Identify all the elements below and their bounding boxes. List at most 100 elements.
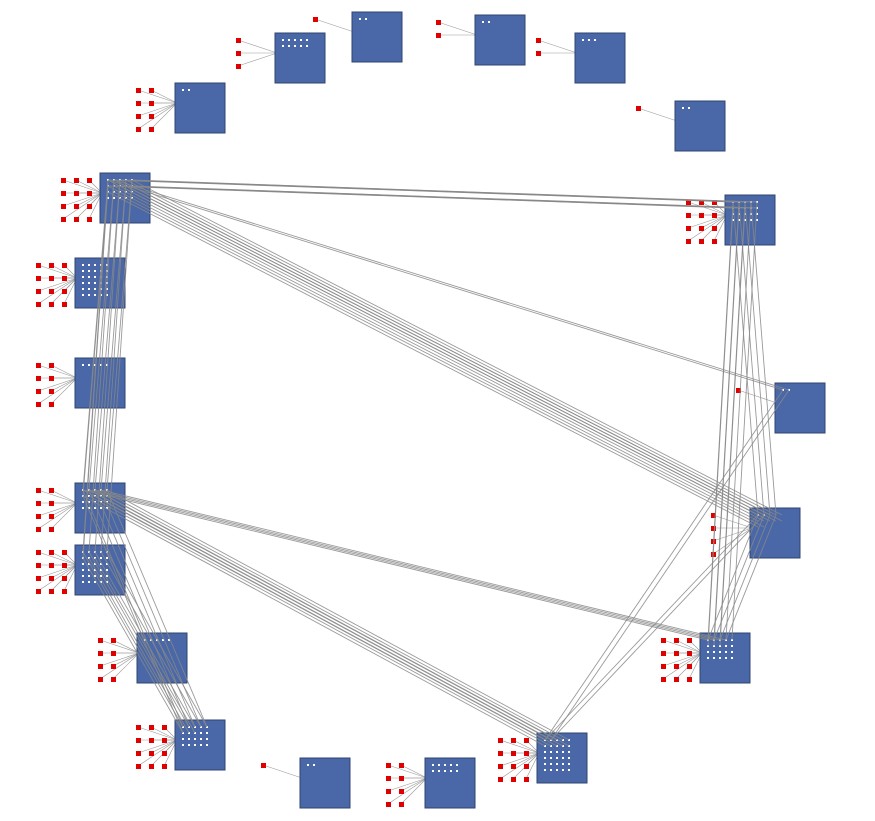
leaf-node bbox=[736, 388, 741, 393]
leaf-node bbox=[136, 764, 141, 769]
leaf-node bbox=[36, 389, 41, 394]
edge-link bbox=[131, 185, 783, 522]
edge-link bbox=[94, 551, 196, 728]
leaf-node bbox=[49, 527, 54, 532]
edge-link bbox=[113, 185, 765, 522]
port-dot bbox=[106, 276, 108, 278]
port-dot bbox=[688, 107, 690, 109]
leaf-link bbox=[262, 764, 303, 779]
leaf-link bbox=[687, 214, 728, 242]
port-dot bbox=[82, 282, 84, 284]
leaf-link bbox=[400, 777, 428, 805]
leaf-node bbox=[49, 488, 54, 493]
leaf-node bbox=[687, 651, 692, 656]
leaf-node bbox=[62, 589, 67, 594]
node bbox=[136, 719, 226, 771]
leaf-link bbox=[387, 764, 428, 779]
leaf-link bbox=[50, 502, 78, 517]
edge-link bbox=[131, 179, 758, 203]
leaf-node bbox=[136, 127, 141, 132]
leaf-link bbox=[50, 364, 78, 379]
edge-link bbox=[707, 514, 759, 641]
leaf-node bbox=[149, 751, 154, 756]
edge-link bbox=[82, 489, 709, 641]
edge-link bbox=[131, 179, 783, 516]
port-dot bbox=[182, 89, 184, 91]
port-dot bbox=[713, 651, 715, 653]
port-dot bbox=[438, 764, 440, 766]
port-dot bbox=[738, 219, 740, 221]
leaf-node bbox=[149, 127, 154, 132]
leaf-node bbox=[98, 638, 103, 643]
edge-link bbox=[550, 389, 790, 741]
leaf-node bbox=[712, 226, 717, 231]
port-dot bbox=[568, 763, 570, 765]
leaf-link bbox=[99, 639, 140, 654]
leaf-link bbox=[37, 502, 78, 530]
leaf-node bbox=[674, 664, 679, 669]
edge-link bbox=[750, 201, 777, 516]
leaf-link bbox=[37, 551, 78, 566]
leaf-node bbox=[74, 217, 79, 222]
leaf-node bbox=[36, 263, 41, 268]
leaf-node bbox=[111, 664, 116, 669]
node bbox=[136, 82, 226, 134]
edge-link bbox=[100, 551, 202, 728]
port-dot bbox=[88, 569, 90, 571]
edge-link bbox=[731, 201, 758, 641]
leaf-node bbox=[149, 764, 154, 769]
leaf-node bbox=[261, 763, 266, 768]
edge-link bbox=[100, 495, 564, 747]
port-dot bbox=[206, 732, 208, 734]
leaf-node bbox=[386, 789, 391, 794]
leaf-link bbox=[50, 264, 78, 279]
port-dot bbox=[456, 770, 458, 772]
leaf-node bbox=[49, 363, 54, 368]
edge-link bbox=[119, 185, 771, 522]
edge-link bbox=[82, 495, 546, 747]
edge-link bbox=[100, 489, 727, 641]
edge-link bbox=[100, 489, 564, 741]
port-dot bbox=[200, 732, 202, 734]
leaf-node bbox=[436, 33, 441, 38]
port-dot bbox=[359, 18, 361, 20]
leaf-node bbox=[386, 763, 391, 768]
edge-link bbox=[82, 495, 184, 734]
port-dot bbox=[100, 581, 102, 583]
leaf-node bbox=[313, 17, 318, 22]
edge-link bbox=[744, 201, 771, 516]
leaf-node bbox=[74, 204, 79, 209]
port-dot bbox=[106, 581, 108, 583]
leaf-node bbox=[49, 276, 54, 281]
leaf-link bbox=[687, 201, 728, 216]
port-dot bbox=[94, 364, 96, 366]
port-dot bbox=[731, 651, 733, 653]
leaf-node bbox=[36, 289, 41, 294]
leaf-node bbox=[524, 738, 529, 743]
edge-link bbox=[713, 207, 740, 647]
port-dot bbox=[88, 288, 90, 290]
port-dot bbox=[731, 657, 733, 659]
port-dot bbox=[731, 645, 733, 647]
edge-link bbox=[94, 557, 196, 734]
port-dot bbox=[544, 757, 546, 759]
port-dot bbox=[556, 763, 558, 765]
port-dot bbox=[756, 213, 758, 215]
leaf-link bbox=[75, 192, 103, 207]
leaf-node bbox=[36, 514, 41, 519]
port-dot bbox=[282, 39, 284, 41]
leaf-node bbox=[162, 764, 167, 769]
leaf-node bbox=[87, 178, 92, 183]
leaf-node bbox=[149, 725, 154, 730]
leaf-node bbox=[61, 204, 66, 209]
leaf-link bbox=[150, 102, 178, 117]
leaf-link bbox=[499, 752, 540, 767]
node bbox=[236, 32, 326, 84]
leaf-node bbox=[36, 363, 41, 368]
port-dot bbox=[82, 288, 84, 290]
port-dot bbox=[182, 738, 184, 740]
port-dot bbox=[100, 569, 102, 571]
port-dot bbox=[88, 294, 90, 296]
port-dot bbox=[544, 763, 546, 765]
port-dot bbox=[744, 219, 746, 221]
